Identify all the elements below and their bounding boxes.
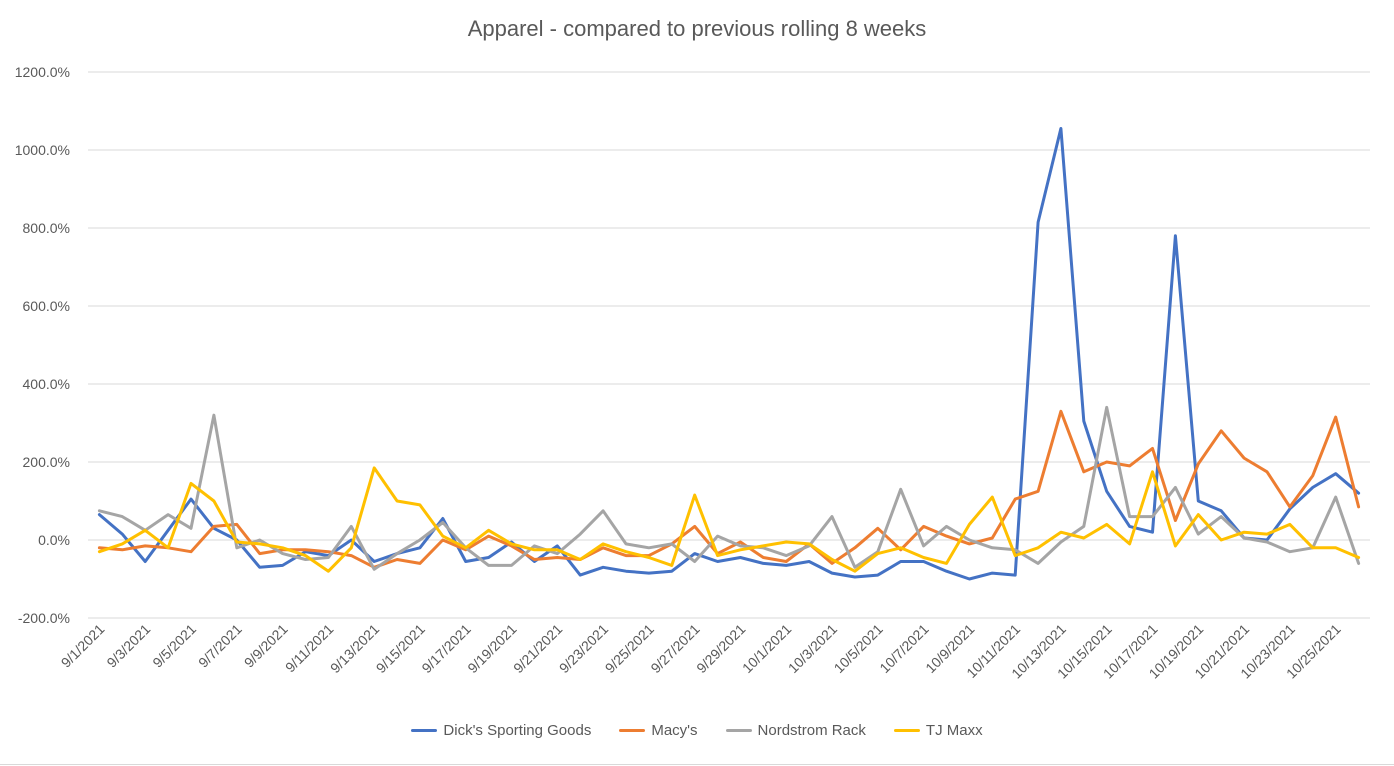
x-tick-label: 9/3/2021 bbox=[104, 621, 154, 671]
x-tick-label: 9/15/2021 bbox=[373, 621, 429, 677]
legend-label: Dick's Sporting Goods bbox=[443, 722, 592, 739]
legend-swatch bbox=[619, 729, 646, 732]
legend-label: Macy's bbox=[651, 722, 698, 739]
y-tick-label: 600.0% bbox=[23, 298, 70, 314]
chart-title: Apparel - compared to previous rolling 8… bbox=[467, 16, 927, 41]
legend-swatch bbox=[411, 729, 438, 732]
x-tick-label: 9/19/2021 bbox=[464, 621, 520, 677]
x-tick-label: 10/7/2021 bbox=[876, 621, 932, 677]
bottom-divider bbox=[0, 764, 1394, 765]
y-tick-label: 800.0% bbox=[23, 220, 70, 236]
x-tick-label: 9/7/2021 bbox=[195, 621, 245, 671]
series-line-macy-s bbox=[97, 409, 1361, 569]
x-tick-label: 9/27/2021 bbox=[647, 621, 703, 677]
y-tick-label: 0.0% bbox=[38, 532, 70, 548]
x-tick-label: 9/21/2021 bbox=[510, 621, 566, 677]
x-tick-label: 9/5/2021 bbox=[149, 621, 199, 671]
legend-label: Nordstrom Rack bbox=[757, 722, 866, 739]
y-tick-label: -200.0% bbox=[18, 610, 70, 626]
y-tick-label: 1000.0% bbox=[15, 142, 70, 158]
legend-item: Dick's Sporting Goods bbox=[411, 722, 591, 739]
y-tick-label: 200.0% bbox=[23, 454, 70, 470]
chart-legend: Dick's Sporting Goods Macy's Nordstrom Rac… bbox=[0, 722, 1394, 739]
legend-item: Nordstrom Rack bbox=[725, 722, 866, 739]
x-tick-label: 9/25/2021 bbox=[602, 621, 658, 677]
series-line-dick-s-sporting-goods bbox=[97, 127, 1361, 581]
y-tick-label: 1200.0% bbox=[15, 64, 70, 80]
x-tick-label: 9/23/2021 bbox=[556, 621, 612, 677]
series-line-nordstrom-rack bbox=[97, 405, 1361, 571]
x-tick-label: 9/13/2021 bbox=[327, 621, 383, 677]
legend-swatch bbox=[893, 729, 920, 732]
x-tick-label: 9/29/2021 bbox=[693, 621, 749, 677]
x-tick-label: 9/17/2021 bbox=[418, 621, 474, 677]
x-tick-label: 9/1/2021 bbox=[58, 621, 108, 671]
y-tick-label: 400.0% bbox=[23, 376, 70, 392]
legend-item: Macy's bbox=[619, 722, 698, 739]
legend-swatch bbox=[725, 729, 752, 732]
series-line-tj-maxx bbox=[97, 466, 1361, 573]
legend-item: TJ Maxx bbox=[893, 722, 983, 739]
legend-label: TJ Maxx bbox=[925, 722, 983, 739]
x-tick-label: 10/3/2021 bbox=[785, 621, 841, 677]
x-tick-label: 10/1/2021 bbox=[739, 621, 795, 677]
x-tick-label: 10/5/2021 bbox=[831, 621, 887, 677]
